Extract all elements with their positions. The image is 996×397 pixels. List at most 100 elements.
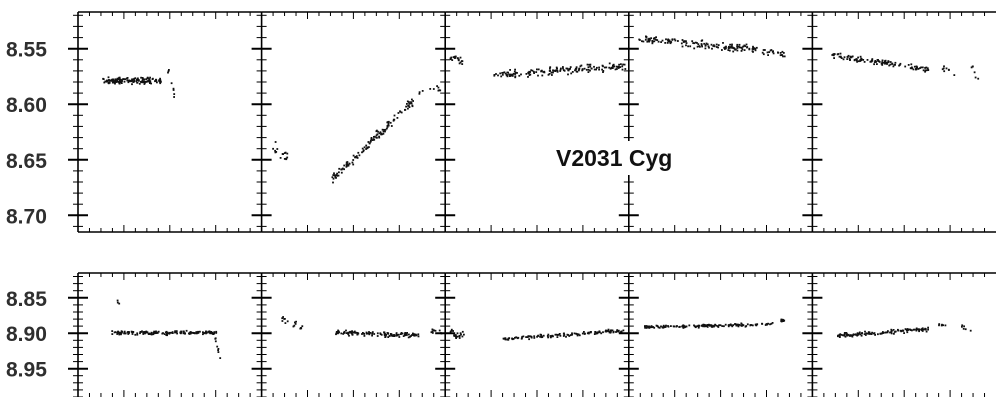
data-point bbox=[547, 336, 549, 339]
data-point bbox=[903, 332, 905, 334]
data-point bbox=[338, 331, 340, 334]
data-point bbox=[963, 325, 965, 328]
data-point bbox=[608, 62, 611, 65]
data-point bbox=[856, 332, 859, 335]
data-point bbox=[597, 331, 599, 334]
data-point bbox=[876, 63, 878, 65]
data-point bbox=[888, 64, 891, 67]
data-point bbox=[714, 323, 716, 326]
data-point bbox=[945, 67, 948, 70]
data-point bbox=[923, 328, 925, 331]
data-point bbox=[871, 331, 873, 334]
data-point bbox=[501, 72, 504, 74]
data-point bbox=[769, 323, 771, 326]
data-point bbox=[910, 67, 912, 70]
data-point bbox=[605, 329, 607, 332]
data-point bbox=[653, 37, 656, 39]
data-point bbox=[138, 82, 141, 85]
panel bbox=[802, 272, 996, 397]
data-point bbox=[142, 81, 145, 84]
data-point bbox=[715, 43, 718, 46]
data-point bbox=[174, 331, 176, 334]
data-point bbox=[118, 332, 121, 335]
data-point bbox=[217, 348, 220, 350]
data-point bbox=[336, 174, 339, 177]
data-point bbox=[436, 85, 438, 87]
data-point bbox=[342, 333, 345, 335]
data-point bbox=[116, 77, 119, 80]
data-point bbox=[716, 325, 719, 327]
data-point bbox=[461, 63, 464, 65]
data-point bbox=[438, 329, 441, 332]
data-point bbox=[413, 334, 416, 336]
data-point bbox=[355, 155, 358, 158]
data-point bbox=[580, 64, 583, 67]
data-point bbox=[371, 331, 374, 333]
data-point bbox=[583, 331, 585, 333]
data-point bbox=[703, 324, 706, 326]
data-point bbox=[127, 79, 130, 82]
star-label-background bbox=[548, 141, 681, 175]
data-point bbox=[390, 333, 392, 336]
data-point bbox=[430, 331, 433, 334]
data-point bbox=[751, 50, 754, 53]
data-point bbox=[886, 63, 888, 65]
data-point bbox=[843, 56, 846, 59]
data-point bbox=[143, 78, 146, 81]
data-point bbox=[379, 131, 382, 134]
data-point bbox=[338, 171, 340, 174]
data-point bbox=[152, 333, 155, 336]
data-point bbox=[457, 57, 459, 59]
data-point bbox=[332, 181, 334, 184]
data-point bbox=[755, 46, 758, 49]
data-point bbox=[614, 68, 617, 71]
data-point bbox=[341, 167, 344, 170]
data-point bbox=[346, 164, 348, 167]
data-point bbox=[595, 332, 598, 335]
data-point bbox=[171, 331, 174, 333]
data-point bbox=[740, 46, 743, 49]
data-point bbox=[131, 333, 134, 335]
data-point bbox=[148, 333, 150, 335]
data-point bbox=[729, 46, 731, 49]
data-point bbox=[696, 325, 699, 327]
data-point bbox=[531, 69, 534, 72]
data-point bbox=[864, 330, 866, 333]
data-point bbox=[214, 340, 217, 343]
data-point bbox=[118, 80, 121, 83]
data-point bbox=[370, 137, 373, 139]
data-point bbox=[173, 96, 175, 98]
data-point bbox=[159, 79, 162, 82]
data-point bbox=[651, 40, 654, 42]
data-point bbox=[182, 332, 185, 335]
data-point bbox=[645, 325, 648, 327]
data-point bbox=[588, 63, 591, 66]
data-point bbox=[850, 56, 853, 59]
data-point bbox=[367, 141, 370, 143]
data-point bbox=[408, 333, 410, 336]
data-point bbox=[732, 324, 735, 326]
data-point bbox=[695, 325, 697, 328]
data-point bbox=[404, 109, 406, 111]
data-point bbox=[154, 331, 157, 333]
data-point bbox=[576, 70, 579, 73]
data-point bbox=[738, 324, 741, 326]
data-point bbox=[541, 335, 543, 338]
data-point bbox=[281, 153, 284, 155]
data-point bbox=[111, 81, 114, 84]
data-point bbox=[576, 334, 579, 337]
data-point bbox=[120, 330, 123, 333]
data-point bbox=[713, 45, 716, 48]
data-point bbox=[369, 332, 372, 334]
data-point bbox=[133, 77, 135, 80]
data-point bbox=[409, 335, 411, 338]
data-point bbox=[362, 332, 364, 334]
data-point bbox=[395, 332, 398, 334]
data-point bbox=[401, 332, 404, 335]
data-point bbox=[556, 70, 559, 73]
data-point bbox=[365, 331, 368, 334]
data-point bbox=[362, 149, 365, 152]
data-point bbox=[731, 45, 733, 48]
data-point bbox=[286, 320, 289, 323]
data-point bbox=[559, 68, 562, 71]
